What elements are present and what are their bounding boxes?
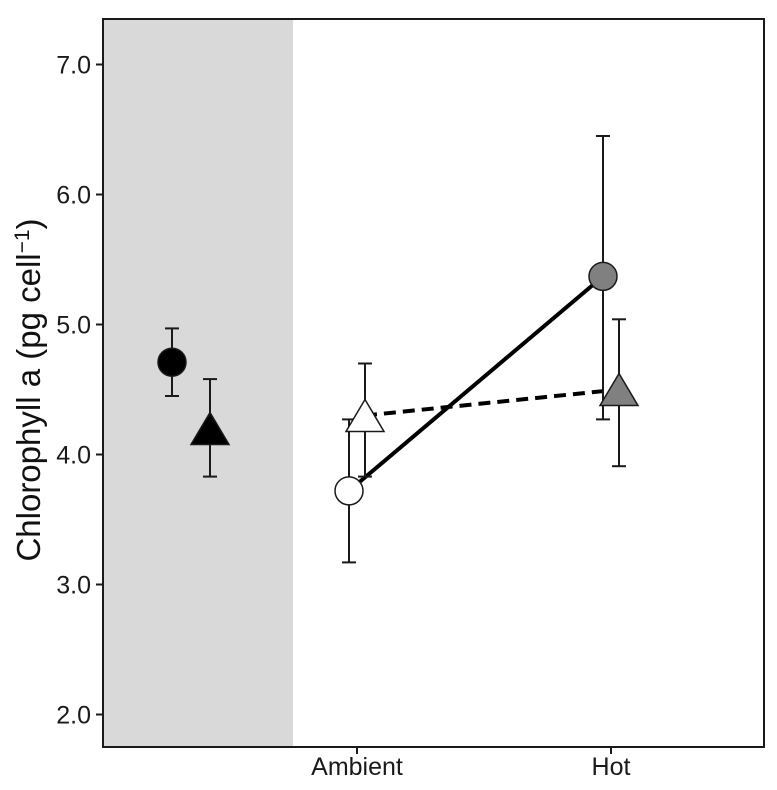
x-tick-label: Hot bbox=[592, 753, 631, 781]
x-axis: Ambient Hot bbox=[311, 747, 631, 781]
y-tick-label: 4.0 bbox=[56, 442, 91, 470]
y-tick-label: 5.0 bbox=[56, 312, 91, 340]
y-axis-title-close: ) bbox=[10, 218, 47, 229]
triangle-marker bbox=[344, 398, 386, 433]
series-lines bbox=[347, 274, 620, 493]
shaded-region bbox=[103, 19, 293, 747]
y-axis: 2.0 3.0 4.0 5.0 6.0 7.0 bbox=[56, 52, 103, 730]
x-tick-label: Ambient bbox=[311, 753, 403, 781]
circle-marker bbox=[334, 476, 364, 506]
y-axis-title: Chlorophyll a (pg cell−1) bbox=[10, 218, 47, 561]
markers bbox=[157, 261, 640, 506]
y-tick-label: 6.0 bbox=[56, 182, 91, 210]
y-tick-label: 3.0 bbox=[56, 572, 91, 600]
triangle-marker bbox=[189, 411, 231, 446]
y-tick-label: 7.0 bbox=[56, 52, 91, 80]
y-tick-label: 2.0 bbox=[56, 702, 91, 730]
triangle-marker bbox=[598, 372, 640, 407]
circle-marker bbox=[588, 261, 618, 292]
y-axis-title-superscript: −1 bbox=[11, 229, 34, 253]
circle-marker bbox=[157, 347, 187, 377]
series-line bbox=[364, 387, 620, 418]
plot-frame bbox=[102, 18, 765, 748]
y-axis-title-main: Chlorophyll a (pg cell bbox=[10, 253, 47, 561]
series-line bbox=[347, 274, 605, 493]
